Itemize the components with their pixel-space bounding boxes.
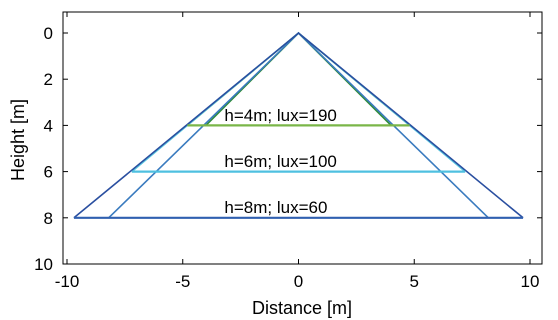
x-tick-label-3: 0: [294, 272, 303, 291]
annotation-2: h=6m; lux=100: [224, 152, 336, 171]
series-line-5: [73, 31, 524, 219]
x-tick-label-4: 5: [410, 272, 419, 291]
y-tick-label-3: 4: [44, 116, 53, 135]
x-axis-label: Distance [m]: [252, 298, 352, 318]
x-tick-label-1: -10: [55, 272, 80, 291]
y-ticks-layer: 0 2 4 6 8 10: [34, 24, 542, 274]
y-tick-label-5: 8: [44, 209, 53, 228]
plot-area: [62, 11, 543, 265]
annotation-1: h=4m; lux=190: [224, 106, 336, 125]
y-tick-label-6: 10: [34, 255, 53, 274]
annotation-3: h=8m; lux=60: [224, 198, 327, 217]
horizontal-lines-layer: [73, 124, 524, 219]
x-tick-label-5: 10: [521, 272, 540, 291]
y-tick-label-4: 6: [44, 163, 53, 182]
y-axis-label: Height [m]: [8, 99, 28, 181]
x-ticks-layer: -10 -5 0 5 10: [55, 12, 540, 291]
annotations-layer: h=4m; lux=190 h=6m; lux=100 h=8m; lux=60: [224, 106, 336, 217]
y-tick-label-2: 2: [44, 70, 53, 89]
x-tick-label-2: -5: [175, 272, 190, 291]
y-tick-label-1: 0: [44, 24, 53, 43]
